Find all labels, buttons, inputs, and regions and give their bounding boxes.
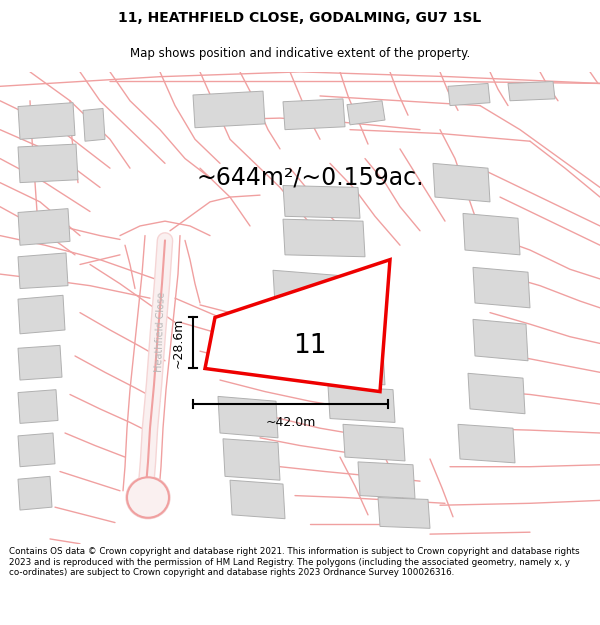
Polygon shape — [358, 462, 415, 499]
Text: ~28.6m: ~28.6m — [172, 318, 185, 368]
Polygon shape — [378, 498, 430, 528]
Polygon shape — [318, 346, 385, 385]
Polygon shape — [18, 476, 52, 510]
Polygon shape — [18, 389, 58, 423]
Polygon shape — [18, 346, 62, 380]
Polygon shape — [18, 144, 78, 182]
Polygon shape — [328, 386, 395, 423]
Polygon shape — [83, 109, 105, 141]
Polygon shape — [283, 99, 345, 129]
Text: Contains OS data © Crown copyright and database right 2021. This information is : Contains OS data © Crown copyright and d… — [9, 548, 580, 577]
Polygon shape — [205, 259, 390, 392]
Polygon shape — [18, 295, 65, 334]
Polygon shape — [283, 219, 365, 257]
Polygon shape — [218, 396, 278, 438]
Text: Heathfield Close: Heathfield Close — [154, 292, 166, 372]
Polygon shape — [273, 270, 348, 311]
Polygon shape — [18, 253, 68, 289]
Polygon shape — [448, 83, 490, 106]
Polygon shape — [458, 424, 515, 463]
Polygon shape — [18, 209, 70, 245]
Text: ~42.0m: ~42.0m — [265, 416, 316, 429]
Circle shape — [128, 478, 168, 517]
Text: 11: 11 — [293, 333, 327, 359]
Polygon shape — [433, 163, 490, 202]
Polygon shape — [230, 480, 285, 519]
Polygon shape — [18, 102, 75, 139]
Polygon shape — [193, 91, 265, 128]
Text: 11, HEATHFIELD CLOSE, GODALMING, GU7 1SL: 11, HEATHFIELD CLOSE, GODALMING, GU7 1SL — [118, 11, 482, 25]
Polygon shape — [463, 213, 520, 255]
Polygon shape — [347, 101, 385, 125]
Polygon shape — [508, 81, 555, 101]
Circle shape — [126, 476, 170, 519]
Polygon shape — [343, 424, 405, 461]
Polygon shape — [468, 373, 525, 414]
Polygon shape — [473, 319, 528, 361]
Polygon shape — [283, 186, 360, 218]
Polygon shape — [473, 268, 530, 308]
Text: ~644m²/~0.159ac.: ~644m²/~0.159ac. — [196, 166, 424, 190]
Polygon shape — [18, 433, 55, 467]
Polygon shape — [223, 439, 280, 480]
Text: Map shows position and indicative extent of the property.: Map shows position and indicative extent… — [130, 48, 470, 61]
